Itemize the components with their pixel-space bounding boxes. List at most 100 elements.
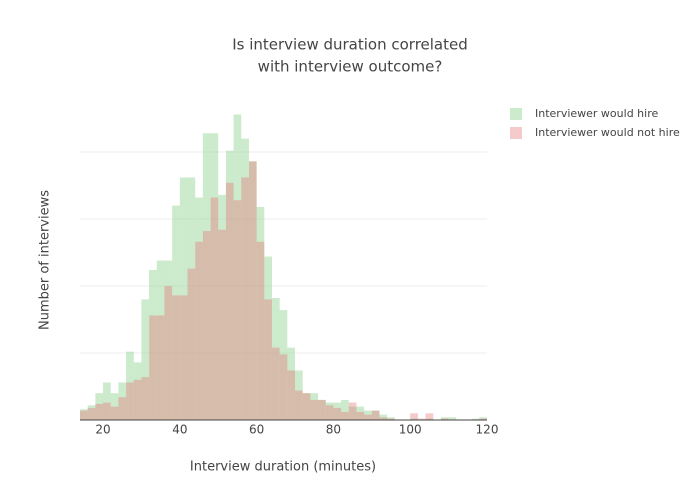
x-tick-label: 100	[399, 423, 422, 437]
chart-title: Is interview duration correlated	[232, 36, 468, 54]
histogram-bar	[310, 399, 319, 420]
histogram-bar	[149, 315, 157, 420]
histogram-bar	[271, 298, 280, 420]
histogram-bar	[348, 406, 357, 420]
histogram-bar	[295, 370, 303, 420]
histogram-bar	[471, 418, 480, 420]
histogram-bar	[371, 410, 380, 420]
histogram-bar	[387, 418, 395, 420]
legend-swatch	[510, 127, 522, 139]
legend-label: Interviewer would not hire	[535, 126, 680, 139]
histogram-bar	[110, 393, 119, 420]
histogram-bar	[302, 393, 311, 420]
histogram-bar	[126, 351, 134, 420]
histogram-bar	[256, 241, 265, 420]
histogram-bar	[187, 268, 196, 420]
histogram-bar	[356, 411, 365, 420]
histogram-bar	[264, 299, 272, 420]
histogram-bar	[195, 241, 203, 420]
histogram-bar	[387, 417, 395, 420]
x-tick-label: 80	[326, 423, 341, 437]
histogram-bar	[425, 413, 434, 420]
histogram-bar	[248, 161, 257, 420]
histogram-bar	[133, 362, 142, 420]
histogram-bar	[179, 177, 188, 420]
histogram-bar	[149, 269, 157, 420]
histogram-bar	[310, 393, 319, 420]
histogram-bar	[87, 405, 96, 420]
histogram-bar	[448, 417, 457, 420]
histogram-bar	[248, 161, 257, 420]
histogram-bar	[440, 418, 449, 420]
histogram-bar	[87, 407, 96, 420]
histogram-bar	[379, 414, 388, 420]
histogram-bar	[302, 393, 311, 420]
histogram-bar	[348, 402, 357, 420]
histogram-bar	[164, 260, 173, 420]
x-tick-label: 120	[476, 423, 499, 437]
histogram-bar	[440, 417, 449, 420]
x-tick-label: 60	[249, 423, 264, 437]
histogram-bar	[156, 315, 165, 420]
histogram-bar	[287, 347, 296, 420]
histogram-bar	[118, 397, 127, 420]
histogram-bar	[325, 405, 334, 420]
histogram-bar	[364, 414, 372, 420]
histogram-bar	[141, 299, 150, 420]
chart-title: with interview outcome?	[258, 58, 443, 76]
histogram-bar	[172, 205, 180, 420]
histogram-bar	[103, 402, 111, 420]
histogram-bar	[141, 377, 150, 420]
histogram-bar	[479, 418, 487, 420]
histogram-bar	[371, 410, 380, 420]
histogram-bar	[325, 402, 334, 420]
histogram-bar	[179, 295, 188, 420]
histogram-bar	[118, 382, 127, 420]
histogram-bar	[103, 382, 111, 420]
y-axis-title: Number of interviews	[38, 190, 53, 330]
legend-swatch	[510, 108, 522, 120]
histogram-bar	[95, 403, 104, 420]
histogram-bar	[410, 413, 418, 420]
histogram-bar	[333, 402, 342, 420]
histogram-bar	[233, 114, 242, 420]
histogram-bar	[479, 417, 487, 420]
histogram-bar	[318, 399, 326, 420]
histogram-bar	[295, 390, 303, 420]
histogram-bar	[271, 347, 280, 420]
histogram-bar	[241, 177, 249, 420]
histogram-bar	[156, 260, 165, 420]
histogram-bar	[264, 256, 272, 420]
histogram-bar	[195, 197, 203, 420]
histogram-bar	[341, 411, 349, 420]
histogram-bar	[364, 410, 372, 420]
histogram-bar	[356, 406, 365, 420]
histogram-bar	[133, 379, 142, 420]
histogram-bar	[218, 194, 226, 420]
histogram-bar	[287, 370, 296, 420]
histogram-bar	[279, 354, 288, 420]
histogram-bar	[225, 182, 234, 420]
histogram-bar	[225, 150, 234, 420]
histogram-bar	[341, 399, 349, 420]
histogram-bar	[126, 382, 134, 420]
histogram-bar	[279, 310, 288, 420]
histogram-bar	[80, 410, 88, 420]
histogram-bar	[333, 407, 342, 420]
histogram-bar	[202, 133, 211, 421]
histogram-bar	[218, 229, 226, 420]
histogram-bar	[233, 200, 242, 420]
histogram-bar	[172, 295, 180, 420]
histogram-bar	[164, 286, 173, 420]
histogram-bar	[318, 399, 326, 420]
x-tick-label: 20	[95, 423, 110, 437]
histogram-bar	[187, 177, 196, 420]
histogram-bar	[425, 418, 434, 420]
histogram-bar	[417, 418, 426, 420]
histogram-bar	[241, 138, 249, 420]
x-tick-label: 40	[172, 423, 187, 437]
legend-label: Interviewer would hire	[535, 107, 658, 120]
histogram-bar	[410, 418, 418, 420]
histogram-bar	[202, 231, 211, 420]
